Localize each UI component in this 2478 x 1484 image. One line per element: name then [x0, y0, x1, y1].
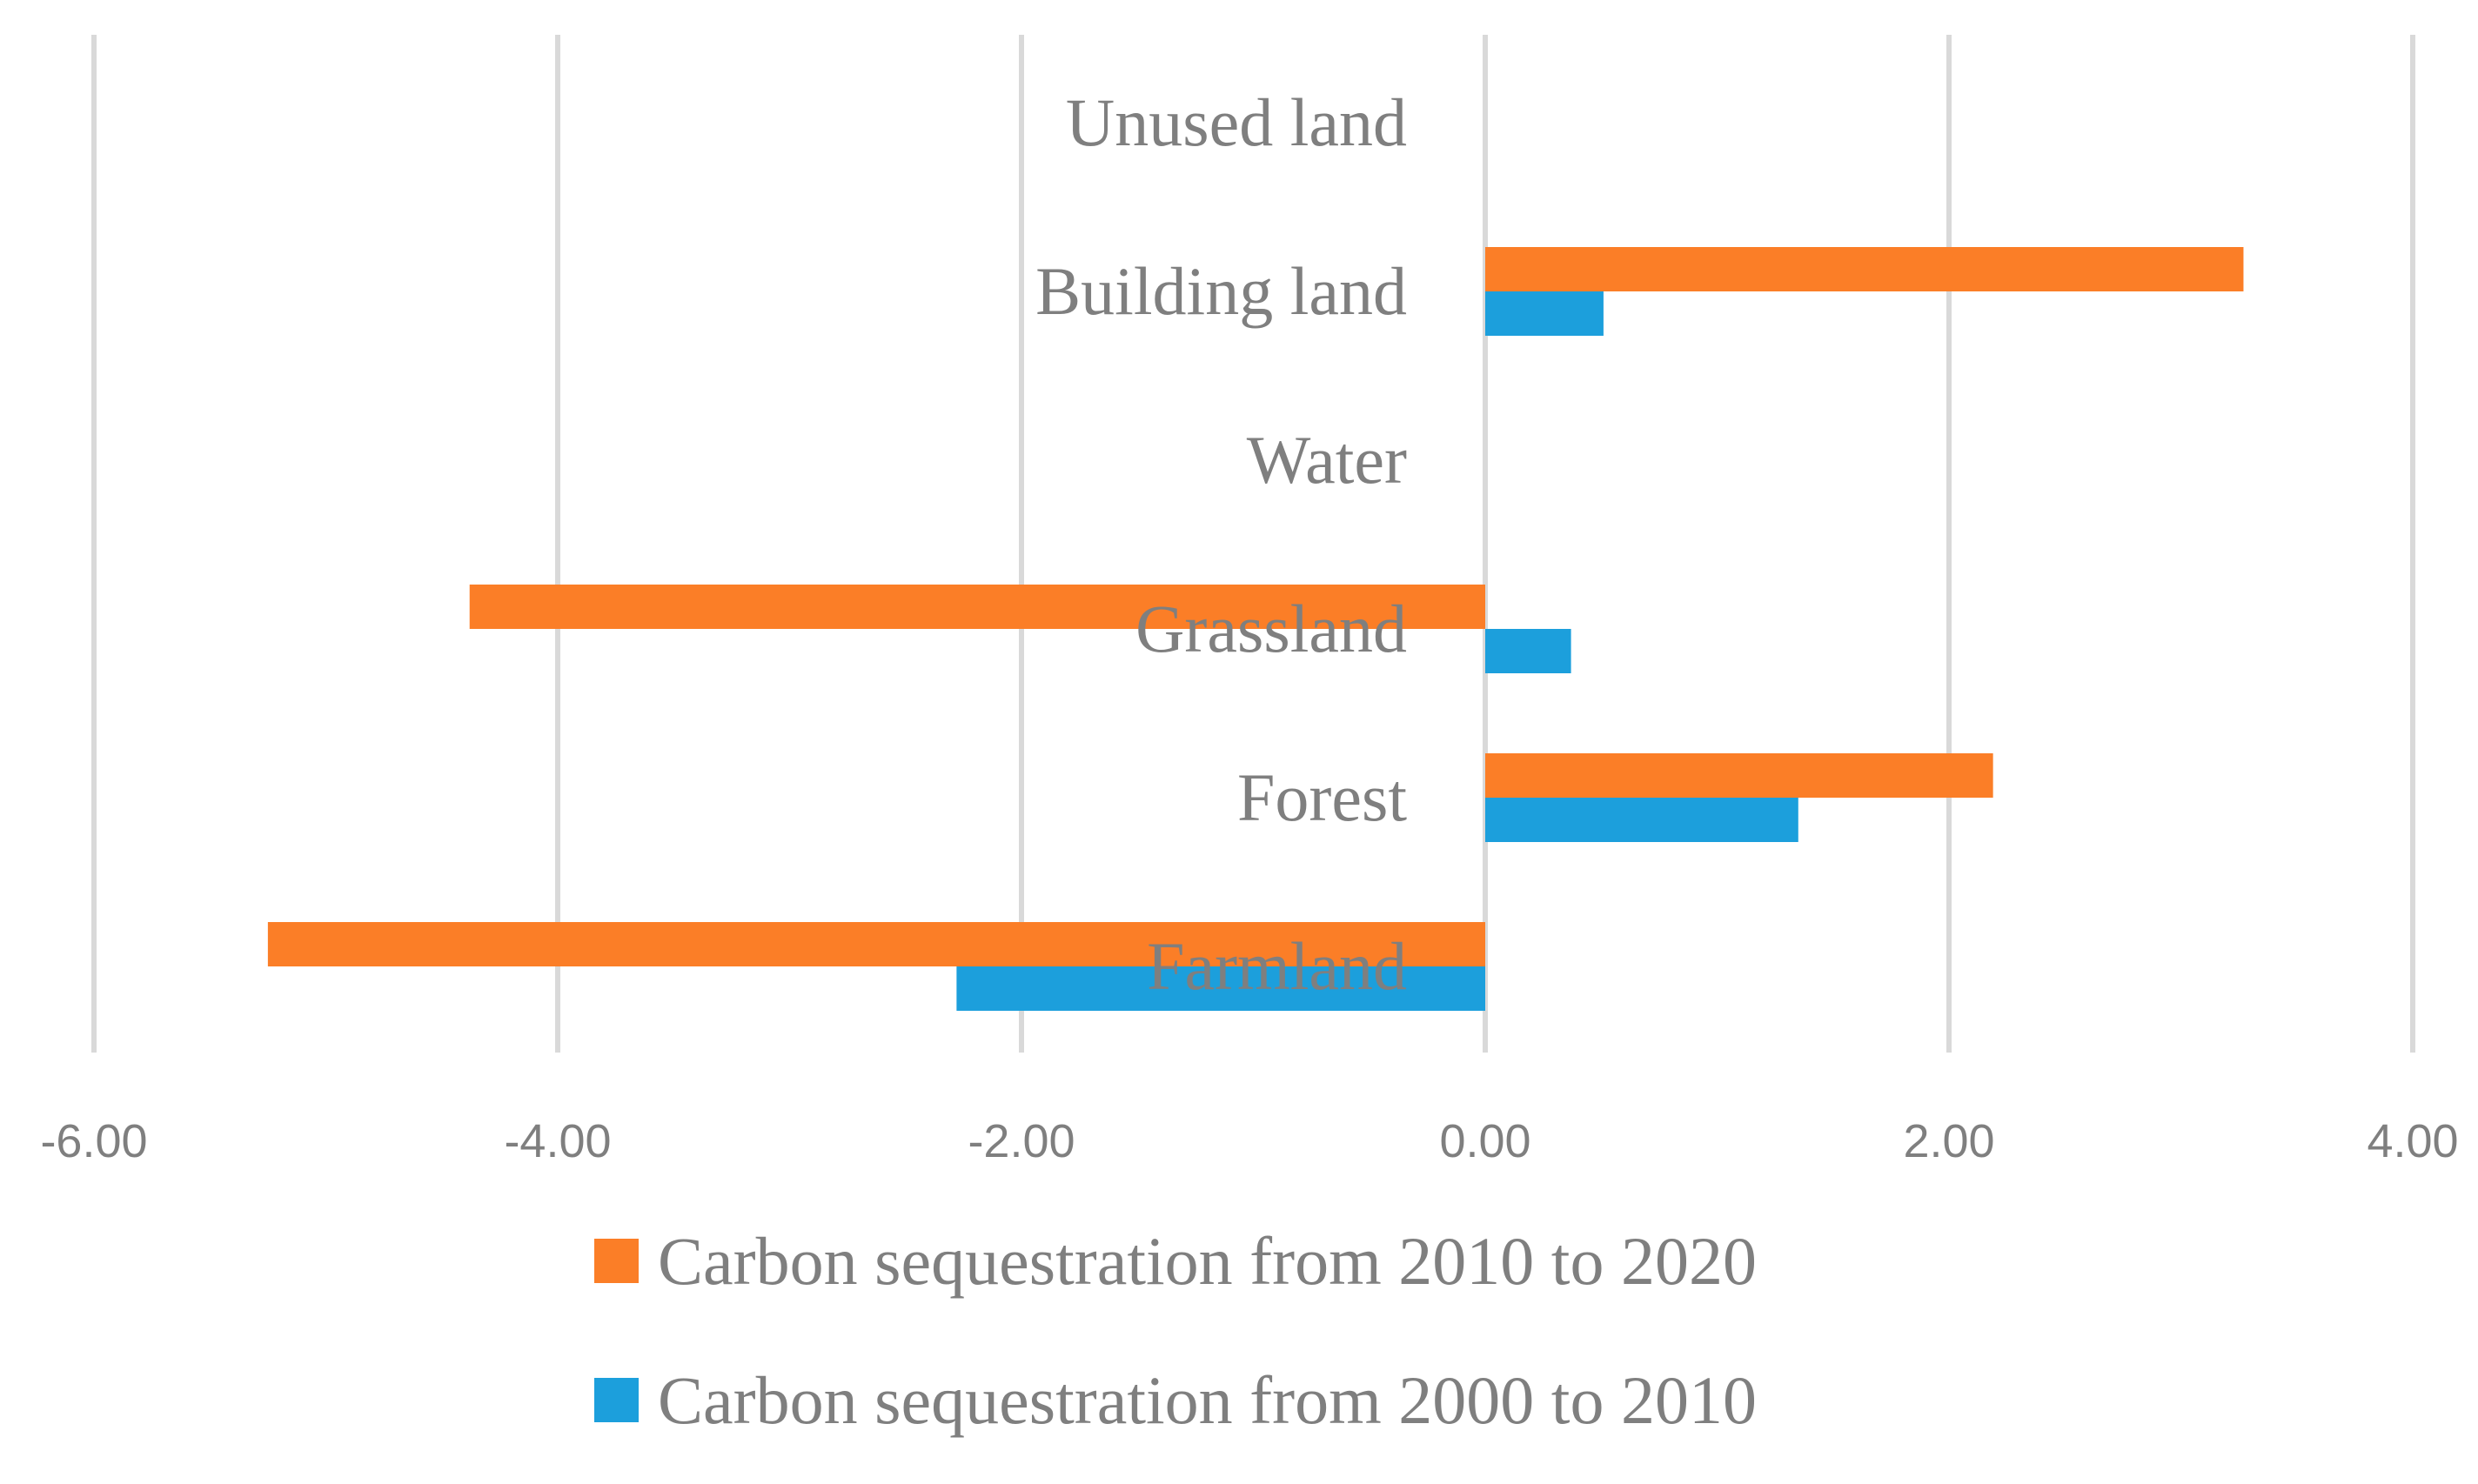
x-tick-label: -4.00 — [504, 1115, 611, 1167]
category-label-farmland: Farmland — [1147, 928, 1407, 1004]
legend-swatch-series-2 — [594, 1378, 639, 1422]
x-tick-label: -2.00 — [968, 1115, 1075, 1167]
bar-forest-series-2 — [1485, 798, 1798, 842]
x-tick-label: 2.00 — [1903, 1115, 1994, 1167]
category-label-building-land: Building land — [1035, 253, 1407, 329]
category-label-unused-land: Unused land — [1066, 84, 1407, 160]
legend-label-series-2: Carbon sequestration from 2000 to 2010 — [658, 1362, 1757, 1438]
x-tick-label: 4.00 — [2367, 1115, 2458, 1167]
grid-lines — [91, 35, 2415, 1053]
bars — [267, 247, 2244, 1011]
bar-grassland-series-2 — [1485, 629, 1571, 673]
legend-swatch-series-1 — [594, 1239, 639, 1283]
category-label-forest: Forest — [1237, 759, 1407, 835]
bar-forest-series-1 — [1485, 753, 1993, 798]
bar-building-land-series-2 — [1485, 291, 1604, 336]
legend-label-series-1: Carbon sequestration from 2010 to 2020 — [658, 1223, 1757, 1299]
bar-farmland-series-2 — [956, 966, 1485, 1011]
legend: Carbon sequestration from 2010 to 2020 Ca… — [594, 1223, 1757, 1438]
category-label-water: Water — [1247, 422, 1407, 498]
category-labels: Farmland Forest Grassland Water Building lan… — [1035, 84, 1407, 1004]
bar-farmland-series-1 — [267, 922, 1485, 966]
x-tick-labels: -6.00 -4.00 -2.00 0.00 2.00 4.00 — [40, 1115, 2458, 1167]
x-tick-label: 0.00 — [1439, 1115, 1530, 1167]
category-label-grassland: Grassland — [1135, 591, 1407, 666]
bar-grassland-series-1 — [469, 585, 1485, 629]
x-tick-label: -6.00 — [40, 1115, 147, 1167]
bar-building-land-series-1 — [1485, 247, 2244, 291]
